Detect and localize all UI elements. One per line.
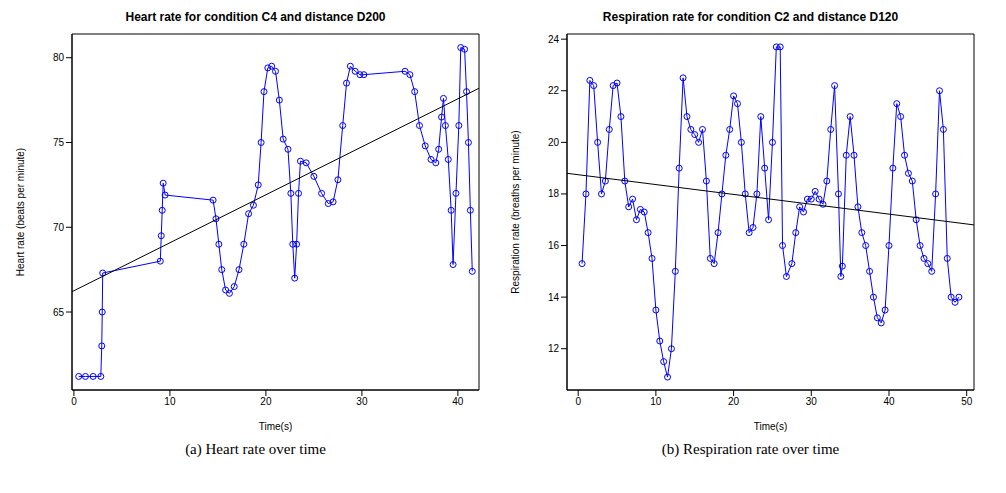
svg-text:20: 20 xyxy=(548,137,560,148)
svg-text:10: 10 xyxy=(164,396,176,407)
svg-text:20: 20 xyxy=(260,396,272,407)
svg-text:Respiration rate (breaths per: Respiration rate (breaths per minute) xyxy=(510,130,521,293)
svg-text:0: 0 xyxy=(575,396,581,407)
svg-text:65: 65 xyxy=(53,307,65,318)
svg-text:10: 10 xyxy=(650,396,662,407)
svg-text:Heart rate (beats per minute): Heart rate (beats per minute) xyxy=(15,148,26,276)
svg-text:30: 30 xyxy=(356,396,368,407)
html-text:(b) Respiration rate over time: (b) Respiration rate over time xyxy=(661,441,840,457)
svg-text:40: 40 xyxy=(883,396,895,407)
svg-text:Time(s): Time(s) xyxy=(259,421,293,432)
svg-text:40: 40 xyxy=(452,396,464,407)
svg-text:0: 0 xyxy=(71,396,77,407)
html-text:Heart rate for condition C4 an: Heart rate for condition C4 and distance… xyxy=(125,10,386,24)
svg-text:22: 22 xyxy=(548,85,560,96)
svg-text:50: 50 xyxy=(961,396,973,407)
html-text:Respiration rate for condition: Respiration rate for condition C2 and di… xyxy=(602,10,899,24)
svg-text:14: 14 xyxy=(548,292,560,303)
svg-text:70: 70 xyxy=(53,222,65,233)
html-text:(a) Heart rate over time: (a) Heart rate over time xyxy=(185,441,326,457)
svg-text:30: 30 xyxy=(806,396,818,407)
svg-text:20: 20 xyxy=(728,396,740,407)
svg-text:75: 75 xyxy=(53,137,65,148)
svg-text:12: 12 xyxy=(548,343,560,354)
svg-text:18: 18 xyxy=(548,188,560,199)
svg-text:24: 24 xyxy=(548,34,560,45)
svg-text:16: 16 xyxy=(548,240,560,251)
svg-text:80: 80 xyxy=(53,52,65,63)
svg-text:Time(s): Time(s) xyxy=(754,421,788,432)
